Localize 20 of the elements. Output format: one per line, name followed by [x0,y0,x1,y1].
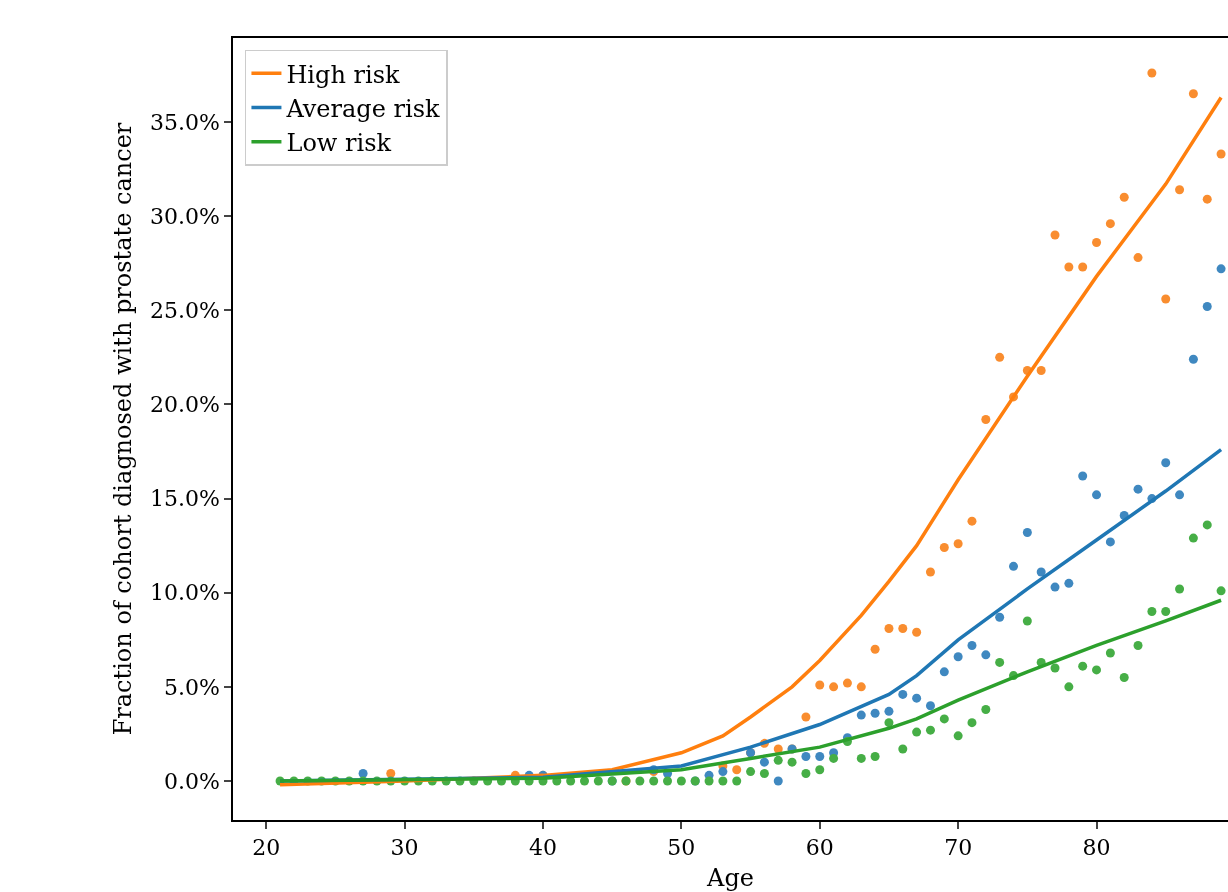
y-tick-label: 25.0% [149,297,220,323]
y-tick-label: 20.0% [149,392,220,418]
y-tick-label: 0.0% [163,768,220,794]
y-axis-title: Fraction of cohort diagnosed with prostate cancer [108,122,137,736]
y-tick-label: 35.0% [149,109,220,135]
x-tick-label: 80 [1082,835,1111,861]
x-tick-label: 30 [390,835,419,861]
y-tick-label: 5.0% [163,674,220,700]
x-tick-label: 70 [944,835,973,861]
y-tick-label: 10.0% [149,580,220,606]
legend-label: Average risk [285,94,440,123]
legend-label: Low risk [286,129,392,158]
x-tick-label: 60 [805,835,834,861]
x-axis-title: Age [706,863,754,892]
x-tick-label: 50 [667,835,696,861]
y-tick-label: 30.0% [149,203,220,229]
x-tick-label: 40 [528,835,557,861]
y-tick-label: 15.0% [149,486,220,512]
legend-label: High risk [286,60,400,89]
x-tick-label: 20 [252,835,281,861]
